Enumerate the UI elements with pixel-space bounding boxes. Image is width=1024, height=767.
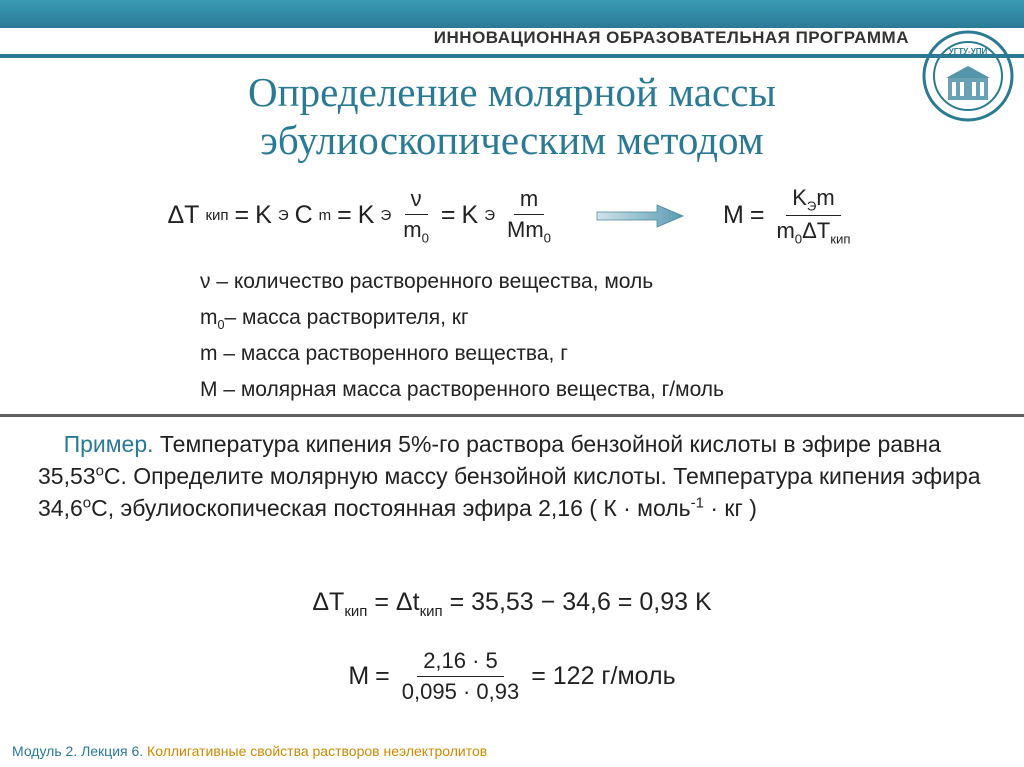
degree-sup: о: [96, 463, 104, 480]
formula-left: ΔТкип = KЭСm = KЭ ν m0 = KЭ m Mm0: [167, 186, 557, 245]
cap-m: M: [723, 201, 744, 230]
arrow-icon: [595, 202, 685, 230]
eq: =: [337, 201, 352, 230]
top-bar: [0, 0, 1024, 28]
degree-sup2: о: [83, 495, 91, 512]
calc2-eq: =: [375, 662, 390, 691]
def-nu: ν – количество растворенного вещества, м…: [200, 265, 724, 299]
footer-module: Модуль 2. Лекция 6.: [12, 743, 143, 759]
e-sub3: Э: [484, 207, 495, 224]
derivation-formula: ΔТкип = KЭСm = KЭ ν m0 = KЭ m Mm0 M = KЭ…: [0, 185, 1024, 247]
frac-m-mm0: m Mm0: [501, 186, 557, 245]
example-p1c: , эбулиоскопическая постоянная эфира 2,1…: [108, 495, 604, 521]
eq: =: [235, 201, 250, 230]
m-num: m: [514, 186, 544, 215]
nu: ν: [405, 186, 428, 215]
k-e3: K: [462, 201, 479, 230]
calculation-molar-mass: M = 2,16 · 5 0,095 · 0,93 = 122 г/моль: [0, 648, 1024, 705]
footer-topic: Коллигативные свойства растворов неэлект…: [143, 743, 487, 759]
header-program-text: ИННОВАЦИОННАЯ ОБРАЗОВАТЕЛЬНАЯ ПРОГРАММА: [434, 28, 909, 48]
k-e: K: [255, 201, 272, 230]
eq: =: [750, 201, 765, 230]
def-m0: m0– масса растворителя, кг: [200, 301, 724, 335]
calc2-frac: 2,16 · 5 0,095 · 0,93: [396, 648, 525, 705]
delta-t: ΔТ: [167, 201, 199, 230]
units-kg: · кг: [704, 495, 743, 521]
eq: =: [441, 201, 456, 230]
frac-result: KЭm m0ΔTкип: [770, 185, 856, 247]
celsius: С: [104, 463, 121, 489]
def-cap-m: М – молярная масса растворенного веществ…: [200, 373, 724, 407]
formula-right: M = KЭm m0ΔTкип: [723, 185, 857, 247]
calc2-result: = 122 г/моль: [531, 662, 675, 691]
example-text: Пример. Температура кипения 5%-го раство…: [38, 428, 986, 525]
mm0-den: Mm0: [501, 215, 557, 245]
paren-close: ): [743, 495, 757, 521]
c-m: С: [295, 201, 313, 230]
result-den: m0ΔTкип: [770, 216, 856, 246]
kip-sub: кип: [205, 207, 228, 224]
section-divider: [0, 414, 1024, 417]
units-exp: -1: [691, 495, 704, 512]
e-sub: Э: [278, 207, 289, 224]
def-m: m – масса растворенного вещества, г: [200, 337, 724, 371]
accent-line: [0, 54, 1024, 58]
calc2-num: 2,16 · 5: [417, 648, 504, 677]
calculation-delta-t: ΔТкип = Δtкип = 35,53 − 34,6 = 0,93 K: [0, 588, 1024, 620]
title-line2: эбулиоскопическим методом: [260, 117, 763, 163]
calc2-den: 0,095 · 0,93: [396, 677, 525, 705]
units-k: К · моль: [603, 495, 690, 521]
variable-definitions: ν – количество растворенного вещества, м…: [200, 265, 724, 408]
example-label: Пример.: [64, 431, 154, 457]
slide-title: Определение молярной массы эбулиоскопиче…: [0, 68, 1024, 165]
slide-footer: Модуль 2. Лекция 6. Коллигативные свойст…: [12, 743, 487, 759]
celsius2: С: [91, 495, 108, 521]
e-sub2: Э: [380, 207, 391, 224]
calc2-m: M: [348, 662, 369, 691]
m0-den: m0: [397, 215, 435, 245]
result-num: KЭm: [786, 185, 841, 216]
m-sub: m: [319, 207, 332, 224]
title-line1: Определение молярной массы: [248, 69, 776, 115]
frac-nu-m0: ν m0: [397, 186, 435, 245]
k-e2: K: [358, 201, 375, 230]
